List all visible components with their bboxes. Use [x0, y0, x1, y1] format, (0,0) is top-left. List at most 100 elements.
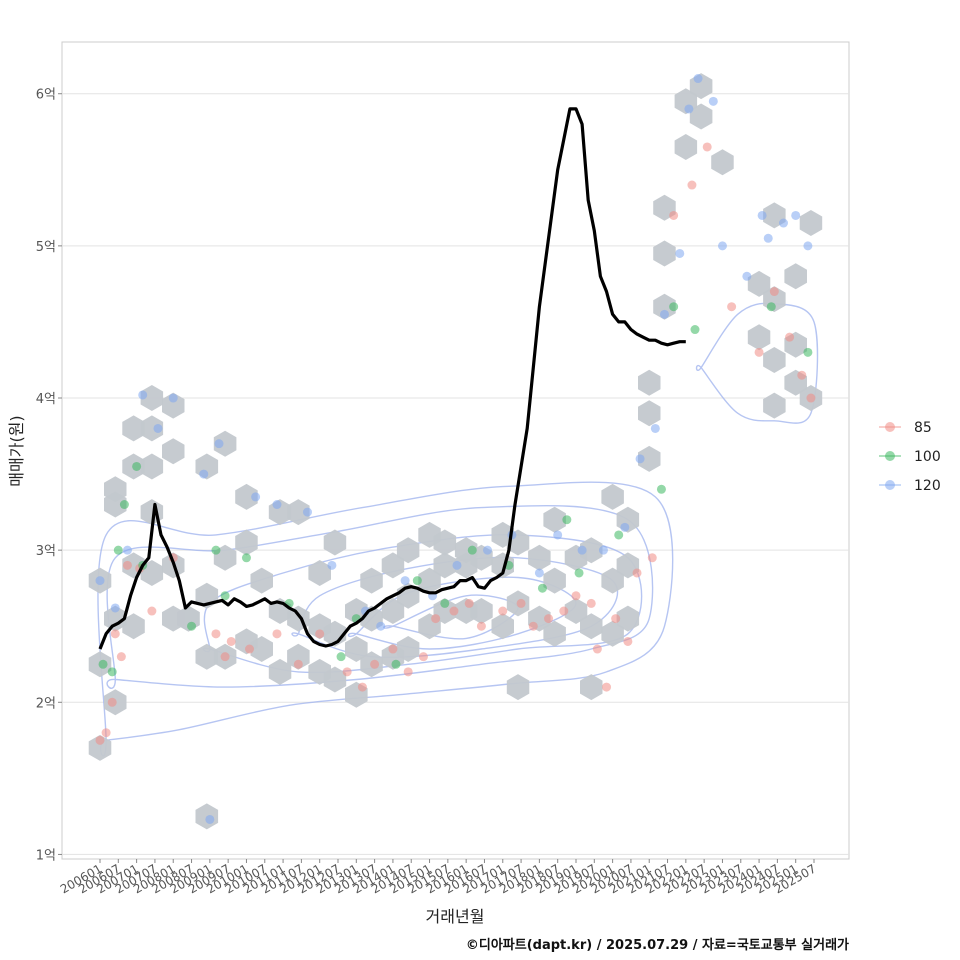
point-85: [110, 629, 120, 639]
point-120: [199, 469, 209, 479]
hexbin-layer: [88, 73, 823, 830]
point-85: [272, 629, 282, 639]
point-120: [483, 545, 493, 555]
point-85: [632, 568, 642, 578]
point-120: [214, 439, 224, 449]
point-100: [391, 659, 401, 669]
point-120: [742, 271, 752, 281]
point-100: [803, 347, 813, 357]
point-120: [122, 545, 132, 555]
point-100: [220, 591, 230, 601]
point-85: [147, 606, 157, 616]
hexbin: [433, 552, 457, 579]
hexbin: [653, 293, 676, 320]
point-120: [757, 210, 767, 220]
x-axis-title: 거래년월: [426, 907, 485, 926]
hexbin: [235, 529, 258, 556]
point-85: [769, 287, 779, 297]
hexbin: [711, 149, 734, 176]
hexbin: [104, 605, 127, 632]
hexbin: [601, 567, 624, 594]
hexbin: [543, 567, 566, 594]
point-120: [577, 545, 587, 555]
point-85: [702, 142, 712, 152]
hexbin: [122, 415, 145, 442]
point-120: [205, 814, 215, 824]
x-axis-ticks: 2006012006072007012007072008012008072009…: [58, 859, 819, 897]
point-85: [544, 614, 554, 624]
density-contour: [695, 302, 819, 424]
hexbin: [784, 263, 807, 290]
hexbin: [323, 529, 347, 556]
hexbin: [418, 567, 441, 594]
hexbin: [213, 430, 237, 457]
point-120: [272, 500, 282, 510]
point-120: [778, 218, 788, 228]
point-85: [476, 621, 486, 631]
point-85: [101, 728, 111, 738]
point-120: [620, 522, 630, 532]
point-85: [806, 393, 816, 403]
point-100: [132, 461, 142, 471]
point-100: [766, 302, 776, 312]
point-120: [684, 104, 694, 114]
legend-key-100: [885, 451, 895, 461]
points-layer: [95, 74, 816, 824]
hexbin: [491, 552, 514, 579]
point-100: [614, 530, 624, 540]
point-85: [107, 697, 117, 707]
hexbin: [396, 537, 420, 564]
hexbin: [140, 453, 164, 480]
hexbin: [491, 613, 514, 640]
point-120: [168, 393, 178, 403]
hexbin: [506, 674, 530, 701]
legend-label-85: 85: [914, 420, 932, 436]
point-120: [251, 492, 261, 502]
point-85: [370, 659, 380, 669]
point-85: [449, 606, 459, 616]
hexbin: [287, 643, 310, 670]
y-axis-ticks: 1억 2억 3억 4억 5억 6억: [36, 88, 62, 863]
point-100: [412, 576, 422, 586]
hexbin: [653, 240, 676, 267]
point-100: [211, 545, 221, 555]
trend-line: [98, 107, 686, 650]
point-120: [717, 241, 727, 251]
hexbin: [638, 400, 661, 427]
point-85: [797, 370, 807, 380]
point-85: [571, 591, 581, 601]
point-120: [675, 248, 685, 258]
hexbin: [88, 734, 112, 761]
point-100: [656, 484, 666, 494]
hexbin: [268, 658, 292, 685]
hexbin: [140, 415, 164, 442]
point-85: [647, 553, 657, 563]
point-85: [226, 636, 236, 646]
hexbin: [528, 544, 551, 571]
point-120: [693, 74, 703, 84]
point-100: [107, 667, 117, 677]
point-100: [537, 583, 547, 593]
hexbin: [564, 598, 588, 624]
hexbin: [345, 636, 368, 662]
point-85: [464, 598, 474, 608]
density-contour: [383, 594, 519, 640]
hexbin: [381, 552, 405, 579]
point-120: [708, 96, 718, 106]
point-100: [690, 325, 700, 335]
point-85: [528, 621, 538, 631]
point-120: [302, 507, 312, 517]
point-85: [559, 606, 569, 616]
y-tick-label: 4억: [36, 392, 56, 407]
hexbin: [195, 643, 219, 670]
point-85: [418, 652, 428, 662]
point-85: [95, 735, 105, 745]
point-85: [122, 560, 132, 570]
hexbin: [601, 620, 624, 647]
point-100: [669, 302, 679, 312]
hexbin: [747, 324, 771, 351]
point-85: [669, 210, 679, 220]
point-120: [659, 309, 669, 319]
point-85: [431, 614, 441, 624]
hexbin: [763, 392, 786, 419]
